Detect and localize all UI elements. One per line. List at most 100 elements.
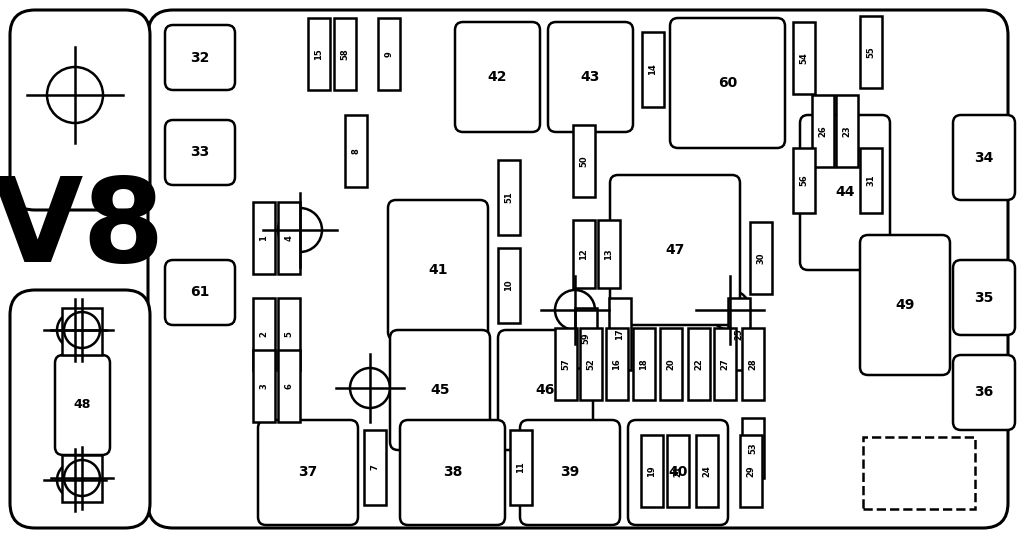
Bar (860, 148, 882, 213)
Text: 39: 39 (561, 466, 579, 480)
Text: 34: 34 (975, 150, 994, 164)
Text: 26: 26 (819, 125, 828, 137)
Bar (609, 298, 631, 370)
Text: 21: 21 (674, 465, 683, 477)
FancyBboxPatch shape (10, 290, 150, 528)
Text: 38: 38 (443, 466, 462, 480)
Bar (633, 328, 655, 400)
Bar (364, 430, 386, 505)
Bar (580, 328, 602, 400)
Bar (836, 95, 858, 167)
Bar (510, 430, 532, 505)
FancyBboxPatch shape (548, 22, 633, 132)
Bar (750, 222, 772, 294)
Text: 61: 61 (190, 286, 210, 300)
FancyBboxPatch shape (670, 18, 785, 148)
Text: 22: 22 (694, 358, 703, 370)
Bar (688, 328, 710, 400)
Text: 20: 20 (667, 358, 676, 370)
Text: 60: 60 (718, 76, 737, 90)
Text: 3: 3 (260, 383, 268, 389)
FancyBboxPatch shape (610, 175, 740, 325)
FancyBboxPatch shape (953, 115, 1015, 200)
Text: 27: 27 (721, 358, 729, 370)
Bar (62, 308, 102, 355)
Text: 50: 50 (579, 155, 588, 167)
Text: 18: 18 (640, 358, 648, 370)
Text: 57: 57 (562, 358, 571, 370)
FancyBboxPatch shape (165, 25, 235, 90)
Text: 11: 11 (517, 461, 526, 473)
Bar (278, 350, 300, 422)
Text: 59: 59 (581, 332, 591, 344)
Bar (606, 328, 627, 400)
Text: 9: 9 (384, 51, 393, 57)
Bar (741, 328, 764, 400)
Bar (253, 298, 275, 370)
Text: 23: 23 (842, 125, 851, 137)
Text: 35: 35 (975, 291, 994, 305)
Text: 45: 45 (430, 383, 450, 397)
Text: 30: 30 (757, 252, 765, 264)
FancyBboxPatch shape (55, 355, 110, 455)
FancyBboxPatch shape (390, 330, 490, 450)
Bar (714, 328, 736, 400)
Bar (667, 435, 689, 507)
Bar (278, 298, 300, 370)
Text: 42: 42 (488, 70, 507, 84)
Bar (641, 435, 663, 507)
Bar (793, 22, 815, 94)
Text: 19: 19 (647, 465, 656, 477)
Bar (498, 160, 520, 235)
Text: 24: 24 (702, 465, 712, 477)
FancyBboxPatch shape (498, 330, 593, 450)
Text: 8: 8 (351, 148, 360, 154)
FancyBboxPatch shape (165, 120, 235, 185)
Bar (253, 350, 275, 422)
Text: 7: 7 (371, 465, 380, 471)
Text: 40: 40 (669, 466, 688, 480)
Text: 17: 17 (615, 328, 624, 340)
FancyBboxPatch shape (953, 260, 1015, 335)
Bar (740, 435, 762, 507)
Text: 32: 32 (190, 51, 210, 65)
Text: 15: 15 (314, 48, 324, 60)
Text: 54: 54 (799, 52, 808, 64)
Text: 1: 1 (260, 235, 268, 241)
FancyBboxPatch shape (455, 22, 540, 132)
Text: 48: 48 (73, 398, 90, 411)
Text: 13: 13 (605, 248, 613, 260)
Text: 36: 36 (975, 385, 994, 399)
Text: V8: V8 (0, 172, 164, 287)
FancyBboxPatch shape (520, 420, 620, 525)
Text: 55: 55 (867, 46, 875, 58)
Text: 52: 52 (586, 358, 596, 370)
Bar (598, 220, 620, 288)
Text: 5: 5 (284, 331, 294, 337)
FancyBboxPatch shape (800, 115, 890, 270)
Text: 14: 14 (648, 64, 657, 75)
Text: 33: 33 (190, 146, 210, 160)
Bar (575, 308, 597, 368)
Text: 49: 49 (896, 298, 915, 312)
Text: 43: 43 (581, 70, 600, 84)
Text: 58: 58 (341, 48, 349, 60)
Text: 47: 47 (665, 243, 685, 257)
Text: 10: 10 (504, 280, 514, 291)
Text: 29: 29 (747, 465, 756, 477)
Bar (573, 220, 595, 288)
Text: 16: 16 (612, 358, 621, 370)
Bar (334, 18, 356, 90)
Text: 44: 44 (835, 185, 854, 199)
Text: 56: 56 (799, 175, 808, 186)
Bar (62, 455, 102, 502)
Text: 37: 37 (299, 466, 317, 480)
FancyBboxPatch shape (10, 10, 150, 210)
Text: 6: 6 (284, 383, 294, 389)
Text: 28: 28 (749, 358, 758, 370)
Bar (863, 437, 975, 509)
Bar (573, 125, 595, 197)
Text: 51: 51 (504, 192, 514, 203)
Text: 31: 31 (867, 175, 875, 186)
Bar (378, 18, 400, 90)
